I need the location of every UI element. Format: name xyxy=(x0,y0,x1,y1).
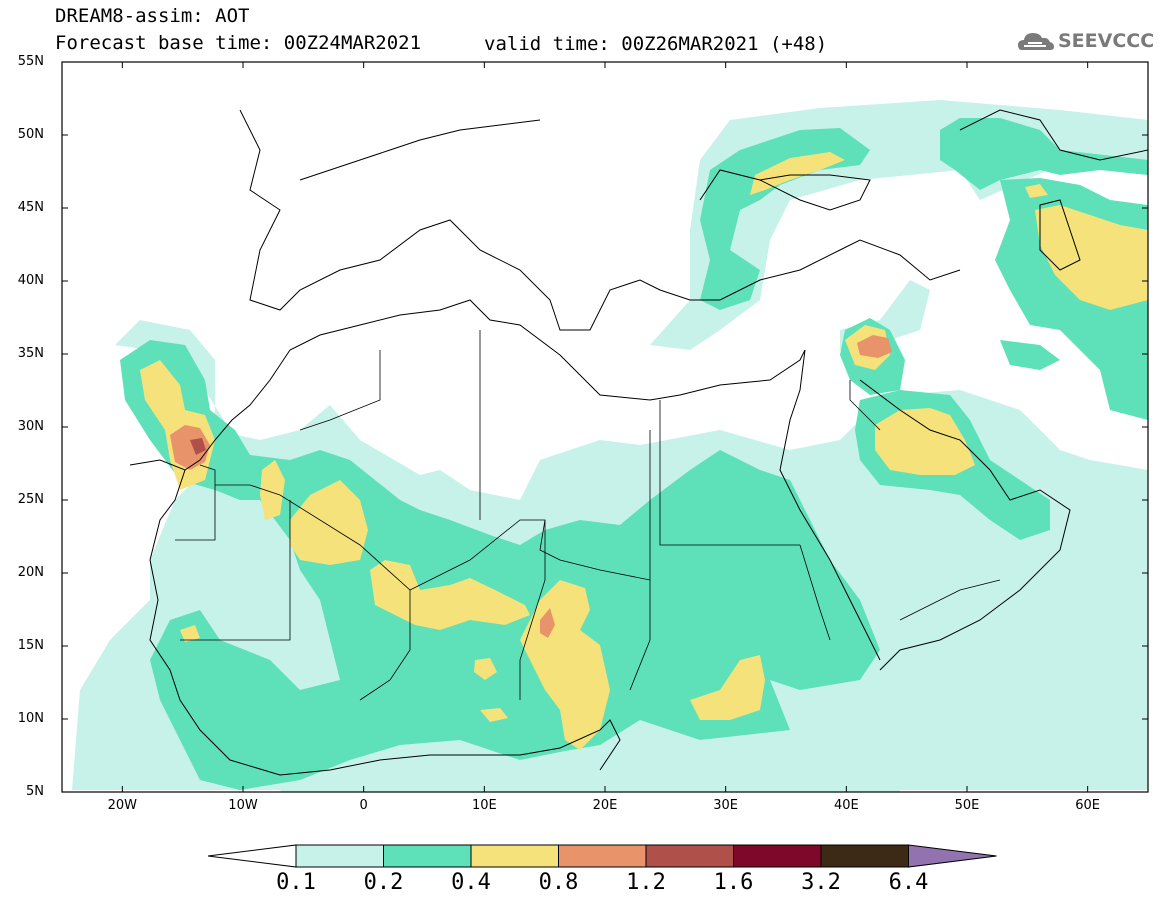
colorbar-box xyxy=(733,844,822,868)
lat-label: 5N xyxy=(26,784,44,799)
lon-label: 10E xyxy=(471,798,497,813)
colorbar-box xyxy=(645,844,734,868)
lat-label: 50N xyxy=(17,127,44,142)
lon-label: 30E xyxy=(713,798,739,813)
colorbar-level-label: 0.2 xyxy=(363,870,404,895)
colorbar-level-label: 1.6 xyxy=(713,870,754,895)
colorbar-box xyxy=(558,844,647,868)
colorbar-level-label: 0.4 xyxy=(451,870,491,895)
colorbar-box xyxy=(383,844,472,868)
colorbar-box xyxy=(820,844,909,868)
logo-text: SEEVCCC xyxy=(1058,30,1155,52)
lat-label: 45N xyxy=(17,200,44,215)
country-borders xyxy=(175,330,1001,701)
lon-label: 0 xyxy=(359,798,368,813)
colorbar-level-label: 6.4 xyxy=(888,870,929,895)
lon-label: 20W xyxy=(107,798,138,813)
lon-label: 60E xyxy=(1075,798,1101,813)
title-valid-time: valid time: 00Z26MAR2021 (+48) xyxy=(484,33,828,55)
lat-label: 10N xyxy=(17,711,44,726)
lon-label: 50E xyxy=(954,798,980,813)
aot-shading xyxy=(72,100,1148,792)
lat-label: 30N xyxy=(17,419,44,434)
title-model-field: DREAM8-assim: AOT xyxy=(55,5,250,27)
colorbar-level-label: 0.8 xyxy=(538,870,579,895)
cloud-icon xyxy=(1018,33,1054,50)
lon-label: 40E xyxy=(833,798,859,813)
colorbar xyxy=(207,844,997,868)
lat-label: 40N xyxy=(17,273,44,288)
axis-ticks xyxy=(62,61,1148,793)
colorbar-level-label: 1.2 xyxy=(626,870,666,895)
lat-label: 25N xyxy=(17,492,44,507)
lat-label: 55N xyxy=(17,54,44,69)
lat-label: 20N xyxy=(17,565,44,580)
colorbar-level-label: 3.2 xyxy=(801,870,841,895)
lat-label: 15N xyxy=(17,638,44,653)
aot-level-0-8 xyxy=(170,335,892,638)
title-base-time: Forecast base time: 00Z24MAR2021 xyxy=(55,32,422,54)
colorbar-box xyxy=(295,844,384,868)
colorbar-level-label: 0.1 xyxy=(276,870,316,895)
colorbar-over-arrow xyxy=(908,844,997,868)
coastlines xyxy=(129,109,1148,776)
lat-label: 35N xyxy=(17,346,44,361)
lon-label: 20E xyxy=(592,798,618,813)
lon-label: 10W xyxy=(228,798,258,813)
colorbar-box xyxy=(470,844,559,868)
colorbar-under-arrow xyxy=(207,844,297,868)
aot-level-1-2 xyxy=(190,438,206,455)
